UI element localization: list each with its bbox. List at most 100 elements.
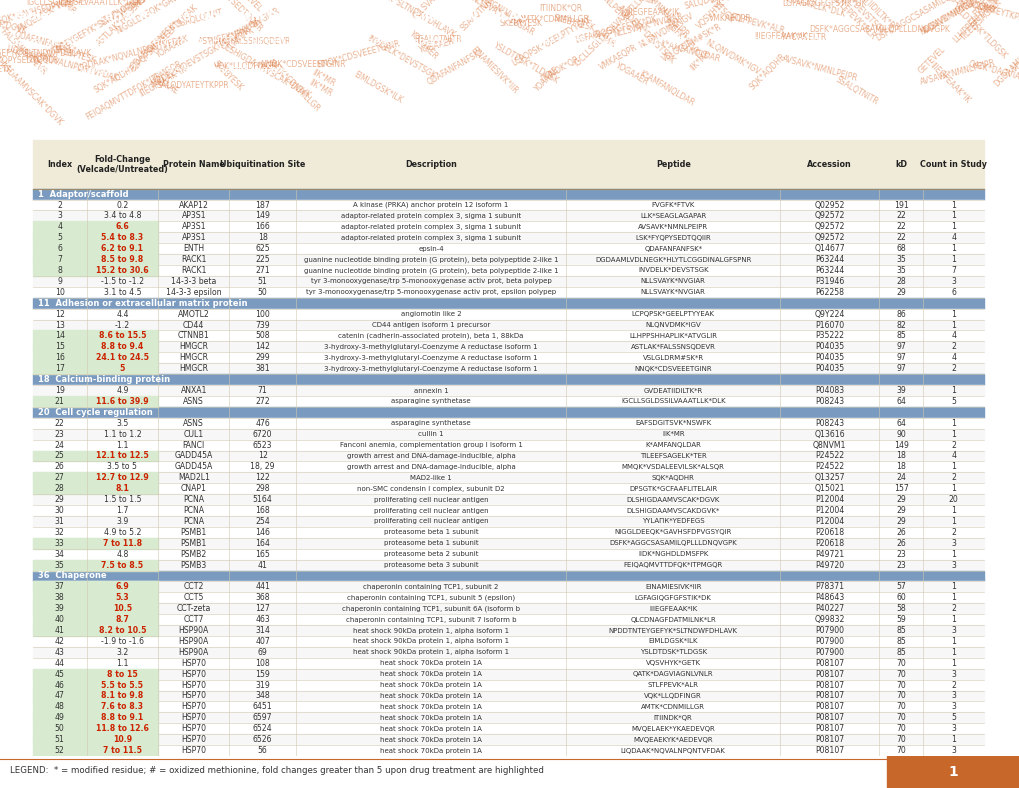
Text: Fanconi anemia, complementation group I isoform 1: Fanconi anemia, complementation group I … <box>339 442 522 448</box>
Bar <box>33 505 983 516</box>
Bar <box>33 690 158 701</box>
Text: NPDDTNTEYGEFYK*SLTNDWFDHLAVK: NPDDTNTEYGEFYK*SLTNDWFDHLAVK <box>608 627 737 634</box>
Text: 8.2 to 10.5: 8.2 to 10.5 <box>99 626 146 635</box>
Bar <box>33 472 983 483</box>
Text: AVSAVK*NMNLPEIPR: AVSAVK*NMNLPEIPR <box>630 0 691 39</box>
Text: 314: 314 <box>255 626 270 635</box>
Text: Q99832: Q99832 <box>814 615 844 624</box>
Text: 3: 3 <box>951 670 955 678</box>
Text: 8.7: 8.7 <box>115 615 129 624</box>
Text: 20  Cell cycle regulation: 20 Cell cycle regulation <box>38 408 153 417</box>
Text: 2: 2 <box>951 474 955 482</box>
Text: LCPQPSK*GEELPTYYEAK: LCPQPSK*GEELPTYYEAK <box>128 2 200 73</box>
Bar <box>33 701 158 712</box>
Text: 44: 44 <box>55 659 64 667</box>
Bar <box>33 658 983 669</box>
Text: 6523: 6523 <box>253 440 272 450</box>
Text: P49720: P49720 <box>814 560 844 570</box>
Text: QDAFANFANFSK*: QDAFANFANFSK* <box>425 46 485 87</box>
Text: 32: 32 <box>55 528 64 537</box>
Text: 0.2: 0.2 <box>116 200 128 210</box>
Text: 24: 24 <box>896 474 905 482</box>
Text: -1.9 to -1.6: -1.9 to -1.6 <box>101 637 144 646</box>
Text: 157: 157 <box>893 484 908 493</box>
Text: Protein Name: Protein Name <box>163 160 224 169</box>
Text: 17: 17 <box>55 364 64 374</box>
Text: NLQNVDMK*IGV: NLQNVDMK*IGV <box>703 38 760 76</box>
Text: P08107: P08107 <box>814 670 844 678</box>
Bar <box>33 516 983 527</box>
Text: 7 to 11.5: 7 to 11.5 <box>103 746 142 755</box>
Text: 6.6: 6.6 <box>115 222 129 232</box>
Text: QDAFANFANFSK*: QDAFANFANFSK* <box>13 30 77 55</box>
Text: SSALQTNITR: SSALQTNITR <box>834 75 879 106</box>
Text: STLFPEVK*ALR: STLFPEVK*ALR <box>729 12 786 35</box>
Text: 1: 1 <box>951 484 955 493</box>
Text: P07900: P07900 <box>814 626 844 635</box>
Text: DSFK*AGGCSASAMILQPLLLDNQVGPK: DSFK*AGGCSASAMILQPLLLDNQVGPK <box>608 541 737 546</box>
Text: 1: 1 <box>951 582 955 591</box>
Text: 24: 24 <box>55 440 64 450</box>
Text: 298: 298 <box>255 484 270 493</box>
Text: NLQNVDMK*IGV: NLQNVDMK*IGV <box>636 11 694 50</box>
Text: FVGFK*FTVK: FVGFK*FTVK <box>651 202 694 208</box>
Bar <box>33 396 983 407</box>
Text: 86: 86 <box>896 310 905 318</box>
Text: IIK*MR: IIK*MR <box>53 0 77 16</box>
Text: RACK1: RACK1 <box>181 266 206 275</box>
Text: VQSVHYK*GETK: VQSVHYK*GETK <box>0 65 12 74</box>
Text: heat shock 90kDa protein 1, alpha isoform 1: heat shock 90kDa protein 1, alpha isofor… <box>353 649 508 656</box>
Bar <box>33 537 158 548</box>
Bar <box>33 418 983 429</box>
Text: P63244: P63244 <box>814 255 844 264</box>
Text: 299: 299 <box>255 353 270 362</box>
Text: heat shock 70kDa protein 1A: heat shock 70kDa protein 1A <box>380 671 481 677</box>
Text: 5.5 to 5.5: 5.5 to 5.5 <box>101 681 144 690</box>
Text: 3: 3 <box>57 211 62 221</box>
Text: MAD2-like 1: MAD2-like 1 <box>410 475 451 481</box>
Text: 625: 625 <box>255 244 270 253</box>
Bar <box>33 745 158 756</box>
Text: IIIEGFEAAK*IK: IIIEGFEAAK*IK <box>753 32 807 41</box>
Text: 1.1: 1.1 <box>116 659 128 667</box>
Text: 70: 70 <box>896 724 905 733</box>
Text: ITIINDK*QR: ITIINDK*QR <box>653 715 692 721</box>
Text: 39: 39 <box>896 386 905 395</box>
Text: 1: 1 <box>951 659 955 667</box>
Text: 26: 26 <box>896 539 905 548</box>
Text: NLLSVAYK*NVGIAR: NLLSVAYK*NVGIAR <box>640 278 705 284</box>
Text: AVSAVK*NMNLPEIPR: AVSAVK*NMNLPEIPR <box>638 224 707 230</box>
Text: GADD45A: GADD45A <box>174 463 213 471</box>
Text: MVQELAEK*YKAEDEVQR: MVQELAEK*YKAEDEVQR <box>15 0 100 34</box>
Text: 85: 85 <box>896 626 905 635</box>
Text: LLK*SEAGLAGAPAR: LLK*SEAGLAGAPAR <box>640 213 705 219</box>
Text: NIGGLDEEQK*GAVHSFDPVGSYQIR: NIGGLDEEQK*GAVHSFDPVGSYQIR <box>114 0 231 36</box>
Text: 1: 1 <box>951 506 955 515</box>
Text: 149: 149 <box>255 211 270 221</box>
Text: HMGCR: HMGCR <box>179 353 208 362</box>
Text: MAD2L1: MAD2L1 <box>177 474 210 482</box>
Text: heat shock 70kDa protein 1A: heat shock 70kDa protein 1A <box>380 748 481 753</box>
Text: QLCDNAGFDATMILNK*LR: QLCDNAGFDATMILNK*LR <box>1017 22 1019 31</box>
Text: SSALQTNITR: SSALQTNITR <box>414 35 462 44</box>
Text: ITIINDK*QR: ITIINDK*QR <box>539 54 581 84</box>
Bar <box>33 320 983 330</box>
Bar <box>33 723 983 734</box>
Text: -1.5 to -1.2: -1.5 to -1.2 <box>101 277 144 286</box>
Text: 14-3-3 beta: 14-3-3 beta <box>171 277 216 286</box>
Text: proliferating cell nuclear antigen: proliferating cell nuclear antigen <box>373 519 488 525</box>
Text: 6: 6 <box>951 288 955 297</box>
Text: 34: 34 <box>55 550 64 559</box>
Text: LSK*FYQPYSEDTQQIIR: LSK*FYQPYSEDTQQIIR <box>0 56 59 65</box>
Text: 12: 12 <box>55 310 64 318</box>
Text: QLCDNAGFDATMILNK*LR: QLCDNAGFDATMILNK*LR <box>630 617 715 623</box>
Bar <box>33 679 158 690</box>
Text: 59: 59 <box>896 615 905 624</box>
Text: YOAAAE: YOAAAE <box>154 37 185 60</box>
Text: P08107: P08107 <box>814 735 844 744</box>
Text: 1: 1 <box>951 211 955 221</box>
Text: 348: 348 <box>255 692 270 701</box>
Text: heat shock 70kDa protein 1A: heat shock 70kDa protein 1A <box>380 726 481 732</box>
Text: 37: 37 <box>55 582 64 591</box>
Text: QDAFANFANFSK*: QDAFANFANFSK* <box>129 20 180 71</box>
